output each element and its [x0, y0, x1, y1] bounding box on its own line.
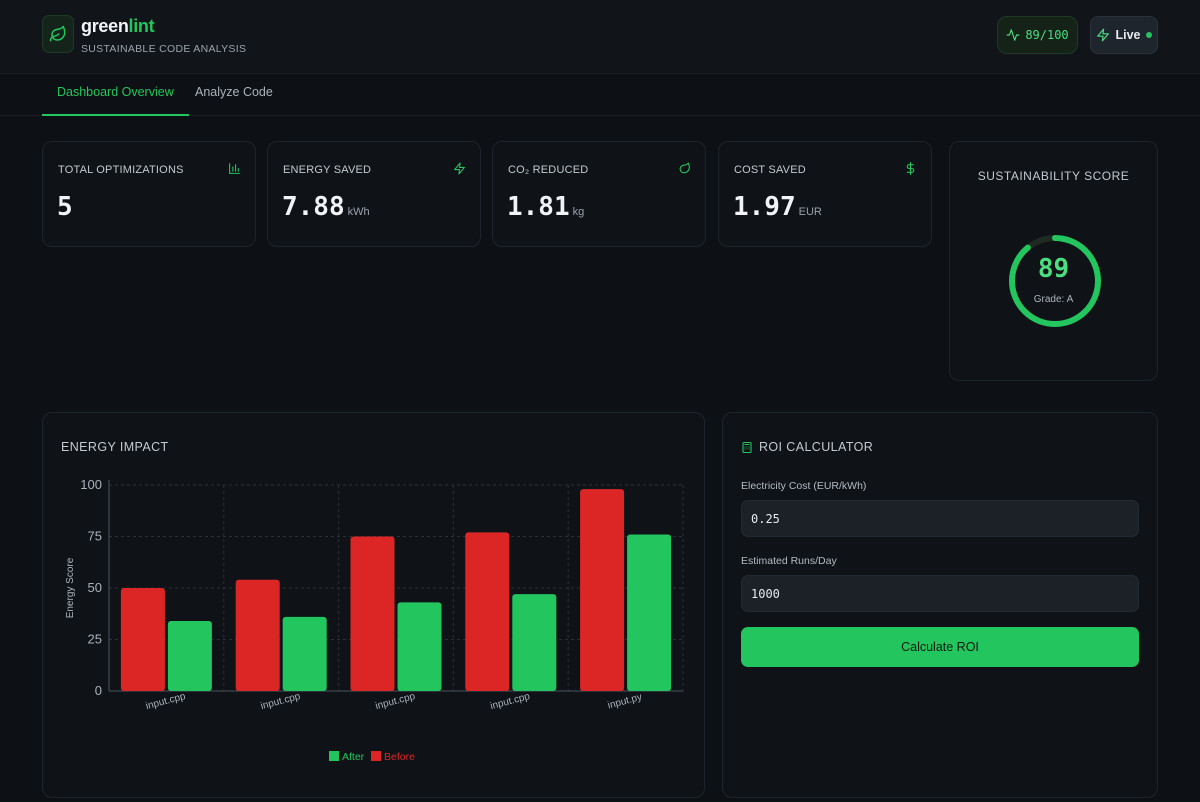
stat-unit: kg [572, 206, 585, 218]
stat-unit: EUR [798, 206, 822, 218]
logo [42, 15, 74, 53]
roi-calculator-title: ROI CALCULATOR [759, 440, 874, 454]
bar-after [397, 602, 442, 691]
stat-value: 1.97 EUR [733, 192, 822, 222]
leaf-icon [49, 25, 66, 42]
x-tick-label: input.cpp [145, 691, 187, 712]
bar-before [465, 532, 510, 691]
stat-number: 1.81 [507, 192, 570, 222]
app-name-part2: lint [128, 16, 155, 36]
runs-per-day-label: Estimated Runs/Day [741, 555, 837, 567]
leaf-icon [679, 162, 690, 174]
electricity-cost-label: Electricity Cost (EUR/kWh) [741, 480, 867, 492]
tab-analyze-code[interactable]: Analyze Code [195, 85, 273, 99]
app-name: greenlint [81, 16, 155, 37]
live-label: Live [1115, 28, 1141, 42]
stat-value: 7.88 kWh [282, 192, 370, 222]
legend-swatch-after [329, 751, 339, 761]
bar-after [512, 594, 557, 691]
y-tick-label: 25 [88, 632, 102, 647]
lightning-icon [454, 162, 465, 175]
y-axis-label: Energy Score [65, 557, 76, 618]
stat-number: 7.88 [282, 192, 345, 222]
live-status-button[interactable]: Live [1090, 16, 1158, 54]
bar-before [235, 579, 280, 691]
stat-number: 5 [57, 192, 73, 222]
stat-label: ENERGY SAVED [283, 164, 372, 176]
y-tick-label: 100 [80, 477, 102, 492]
bar-before [350, 536, 395, 691]
y-tick-label: 75 [88, 529, 102, 544]
stat-label: TOTAL OPTIMIZATIONS [58, 164, 184, 176]
calculator-icon [742, 441, 752, 454]
app-header: greenlint SUSTAINABLE CODE ANALYSIS 89/1… [0, 0, 1200, 74]
x-tick-label: input.cpp [489, 691, 531, 712]
score-gauge [1009, 235, 1101, 327]
activity-icon [1006, 29, 1020, 41]
energy-impact-chart: 0 25 50 75 100 Energy Score input.cpp input.cpp… [65, 477, 684, 763]
y-tick-label: 0 [95, 683, 102, 698]
x-tick-label: input.cpp [374, 691, 416, 712]
sustainability-score-card: SUSTAINABILITY SCORE 89 Grade: A [949, 141, 1158, 381]
live-indicator-dot [1145, 32, 1152, 38]
stat-value: 5 [57, 192, 76, 222]
legend-label-before: Before [384, 751, 415, 763]
score-badge[interactable]: 89/100 [997, 16, 1078, 54]
dollar-icon [906, 162, 915, 175]
bar-before [580, 489, 625, 691]
score-value: 89 [1037, 254, 1070, 284]
x-tick-label: input.cpp [260, 691, 302, 712]
bar-after [282, 616, 327, 691]
score-grade: Grade: A [1033, 294, 1074, 305]
electricity-cost-input[interactable] [741, 500, 1139, 537]
lightning-icon [1097, 28, 1110, 42]
calculate-roi-button[interactable]: Calculate ROI [741, 627, 1139, 667]
energy-impact-title: ENERGY IMPACT [61, 440, 169, 454]
stat-card-energy-saved: ENERGY SAVED 7.88 kWh [267, 141, 481, 247]
roi-calculator-panel: ROI CALCULATOR Electricity Cost (EUR/kWh… [722, 412, 1158, 798]
bar-chart-icon [229, 163, 240, 174]
x-tick-label: input.py [607, 692, 644, 712]
legend-swatch-before [371, 751, 381, 761]
bar-after [627, 534, 672, 691]
score-badge-label: 89/100 [1025, 28, 1069, 42]
tab-bar: Dashboard Overview Analyze Code [0, 74, 1200, 116]
app-tagline: SUSTAINABLE CODE ANALYSIS [81, 43, 247, 55]
bar-after [167, 620, 212, 691]
app-name-part1: green [81, 16, 129, 36]
stat-unit: kWh [347, 206, 370, 218]
stat-card-co2-reduced: CO₂ REDUCED 1.81 kg [492, 141, 706, 247]
stat-value: 1.81 kg [507, 192, 584, 222]
legend-label-after: After [342, 751, 365, 763]
y-tick-label: 50 [88, 580, 102, 595]
stat-label: COST SAVED [734, 164, 806, 176]
sustainability-score-title: SUSTAINABILITY SCORE [977, 169, 1130, 183]
stat-card-cost-saved: COST SAVED 1.97 EUR [718, 141, 932, 247]
energy-impact-panel: ENERGY IMPACT 0 25 50 75 100 Energy Score inpu… [42, 412, 705, 798]
stat-number: 1.97 [733, 192, 796, 222]
stat-card-total-optimizations: TOTAL OPTIMIZATIONS 5 [42, 141, 256, 247]
score-gauge-arc [1009, 235, 1101, 327]
tab-dashboard-overview[interactable]: Dashboard Overview [42, 74, 189, 116]
bar-before [120, 588, 165, 691]
runs-per-day-input[interactable] [741, 575, 1139, 612]
stat-label: CO₂ REDUCED [508, 164, 589, 176]
